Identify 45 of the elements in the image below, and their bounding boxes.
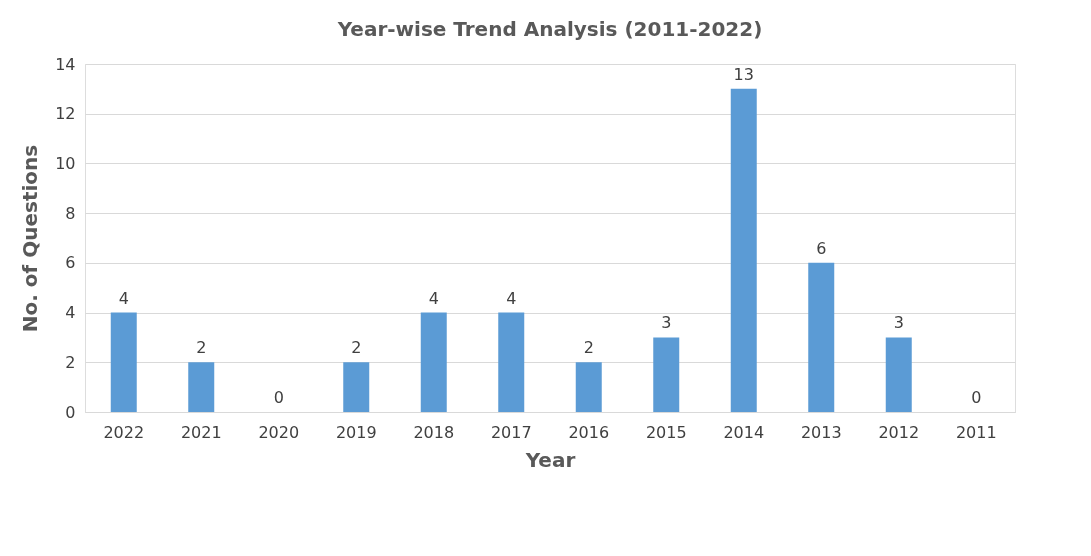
bar <box>420 312 447 412</box>
x-tick-label: 2022 <box>103 422 145 442</box>
bar <box>188 362 215 412</box>
data-label: 3 <box>661 313 672 333</box>
bar <box>343 362 370 412</box>
y-axis-title: No. of Questions <box>18 144 43 333</box>
y-tick-label: 8 <box>65 203 76 223</box>
data-label: 4 <box>506 288 517 308</box>
data-label: 2 <box>196 338 207 358</box>
bar <box>808 262 835 412</box>
x-tick-label: 2012 <box>878 422 920 442</box>
bar <box>110 312 137 412</box>
chart-title: Year-wise Trend Analysis (2011-2022) <box>336 17 763 41</box>
data-label: 0 <box>273 388 284 407</box>
data-label: 4 <box>428 288 439 308</box>
x-tick-label: 2018 <box>413 422 455 442</box>
data-label: 4 <box>118 288 129 308</box>
data-label: 3 <box>893 313 904 333</box>
y-tick-label: 0 <box>65 402 76 422</box>
bar <box>653 337 680 412</box>
bar <box>730 88 757 412</box>
bar <box>575 362 602 412</box>
data-label: 2 <box>583 338 594 358</box>
y-tick-label: 10 <box>55 153 76 173</box>
bar <box>498 312 525 412</box>
y-tick-label: 12 <box>55 104 76 124</box>
x-tick-label: 2011 <box>955 422 997 442</box>
y-tick-label: 6 <box>65 253 76 273</box>
bar <box>885 337 912 412</box>
x-tick-label: 2021 <box>180 422 222 442</box>
x-tick-label: 2020 <box>258 422 300 442</box>
x-tick-label: 2016 <box>568 422 610 442</box>
y-tick-label: 4 <box>65 303 76 323</box>
y-tick-label: 14 <box>55 54 76 74</box>
data-label: 13 <box>733 64 754 84</box>
y-tick-label: 2 <box>65 352 76 372</box>
x-tick-label: 2017 <box>490 422 532 442</box>
data-label: 0 <box>971 388 982 407</box>
x-tick-label: 2015 <box>645 422 687 442</box>
x-axis-title: Year <box>524 447 576 472</box>
x-tick-label: 2014 <box>723 422 765 442</box>
x-tick-label: 2013 <box>800 422 842 442</box>
data-label: 6 <box>816 238 827 258</box>
x-tick-label: 2019 <box>335 422 377 442</box>
data-label: 2 <box>351 338 362 358</box>
